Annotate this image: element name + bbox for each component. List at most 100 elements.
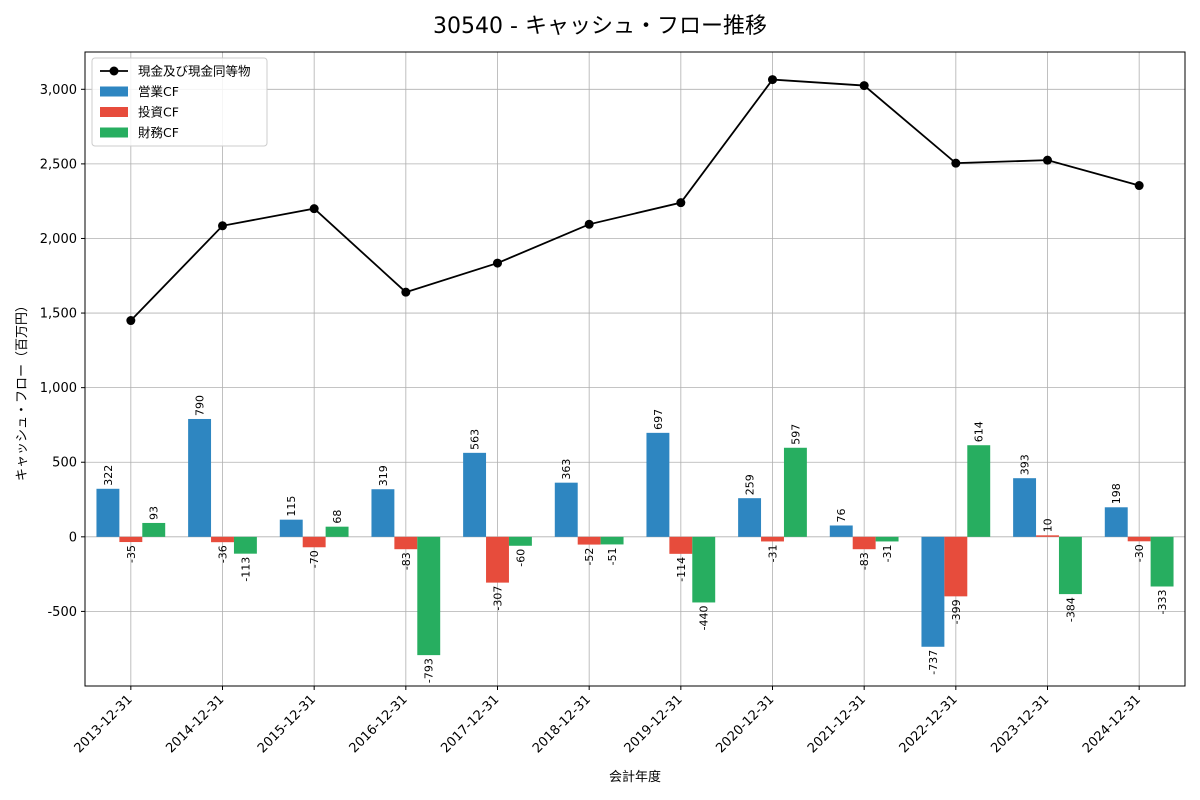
bar-data-label: 614 — [973, 421, 986, 442]
legend-label: 営業CF — [138, 84, 179, 99]
bar-data-label: -399 — [950, 599, 963, 624]
bar-data-label: -30 — [1133, 544, 1146, 562]
bar-data-label: -31 — [767, 544, 780, 562]
x-tick-label: 2019-12-31 — [622, 692, 686, 756]
y-tick-label: 0 — [69, 530, 77, 545]
bar-data-label: 563 — [469, 429, 482, 450]
cash-point — [1134, 181, 1144, 191]
cash-point — [768, 75, 777, 85]
cash-point — [1043, 155, 1052, 165]
bar-data-label: 93 — [148, 506, 161, 520]
bar-data-label: -333 — [1156, 589, 1169, 614]
x-tick-label: 2022-12-31 — [897, 692, 961, 756]
bar — [692, 536, 716, 603]
x-tick-label: 2013-12-31 — [72, 692, 136, 756]
cash-point — [951, 158, 961, 168]
bar-data-label: -793 — [423, 658, 436, 683]
bar-data-label: 76 — [835, 508, 848, 522]
bar-data-label: 319 — [377, 465, 390, 486]
bar — [669, 536, 693, 554]
bar-data-label: -35 — [125, 545, 138, 563]
chart-title: 30540 - キャッシュ・フロー推移 — [433, 14, 767, 39]
legend-swatch — [100, 127, 128, 138]
bar — [463, 452, 487, 537]
bar — [96, 488, 120, 537]
x-tick-label: 2017-12-31 — [438, 692, 502, 756]
bar — [508, 536, 532, 546]
bar-data-label: 115 — [285, 496, 298, 517]
legend-swatch — [100, 86, 128, 97]
legend-label: 財務CF — [138, 125, 179, 140]
x-tick-label: 2016-12-31 — [347, 692, 411, 756]
cash-point — [493, 258, 502, 268]
bar — [302, 536, 326, 548]
cash-point — [859, 81, 869, 91]
x-axis-title: 会計年度 — [609, 769, 661, 785]
bar-data-label: -384 — [1064, 597, 1077, 622]
cash-line — [130, 78, 1140, 322]
cash-point — [584, 219, 594, 229]
y-tick-label: 3,000 — [40, 83, 77, 98]
bar — [944, 536, 968, 597]
bar — [1127, 536, 1151, 542]
bar-data-label: 697 — [652, 409, 665, 430]
bar-data-label: 198 — [1110, 483, 1123, 504]
bar-data-label: -440 — [698, 605, 711, 630]
bar — [829, 525, 853, 537]
bar-data-label: -70 — [308, 550, 321, 568]
cash-point — [676, 198, 686, 208]
y-tick-label: -500 — [47, 605, 77, 620]
bar-data-label: -114 — [675, 557, 688, 582]
bar-data-label: -83 — [858, 552, 871, 570]
bar — [142, 522, 166, 537]
x-tick-label: 2023-12-31 — [988, 692, 1052, 756]
bar-data-label: -83 — [400, 552, 413, 570]
bar — [921, 536, 945, 647]
bar — [486, 536, 509, 583]
bars-layer — [96, 418, 1174, 656]
cash-point — [218, 221, 227, 231]
bar — [279, 519, 303, 537]
bar — [967, 445, 991, 537]
labels-layer: 322 790 115 319 563 363 697 259 76 -737 393 198 -35 -… — [102, 395, 1169, 683]
bar — [394, 536, 418, 550]
bar-data-label: 790 — [194, 395, 207, 416]
bar — [875, 536, 899, 542]
bar — [761, 536, 784, 542]
legend-label: 現金及び現金同等物 — [138, 64, 251, 79]
y-tick-label: 1,500 — [40, 307, 77, 322]
y-axis-title: キャッシュ・フロー（百万円） — [15, 299, 30, 481]
bar — [852, 536, 876, 550]
bar — [371, 489, 395, 537]
bar-data-label: -307 — [492, 586, 505, 611]
bar — [600, 536, 624, 545]
bar-data-label: 259 — [744, 474, 757, 495]
legend-box — [91, 57, 268, 147]
bar-data-label: -51 — [606, 547, 619, 565]
bar — [1036, 535, 1059, 537]
bar-data-label: -737 — [927, 650, 940, 675]
grid-layer — [85, 52, 1185, 686]
bar — [417, 536, 441, 656]
bar-data-label: -52 — [583, 548, 596, 566]
x-tick-label: 2024-12-31 — [1080, 692, 1144, 756]
bar-data-label: -31 — [881, 544, 894, 562]
bar — [1058, 536, 1082, 595]
bar-data-label: 68 — [331, 510, 344, 524]
bar — [233, 536, 257, 554]
bar — [188, 418, 212, 537]
bar — [325, 526, 349, 537]
bar — [738, 498, 762, 537]
y-tick-label: 500 — [52, 456, 77, 471]
plot-frame — [84, 51, 1186, 687]
bar-data-label: -113 — [239, 557, 252, 582]
y-tick-label: 2,500 — [40, 157, 77, 172]
bar — [646, 432, 670, 537]
line-layer — [126, 75, 1144, 326]
bar — [554, 482, 578, 537]
bar-data-label: 597 — [789, 424, 802, 445]
bar-data-label: -36 — [217, 545, 230, 563]
